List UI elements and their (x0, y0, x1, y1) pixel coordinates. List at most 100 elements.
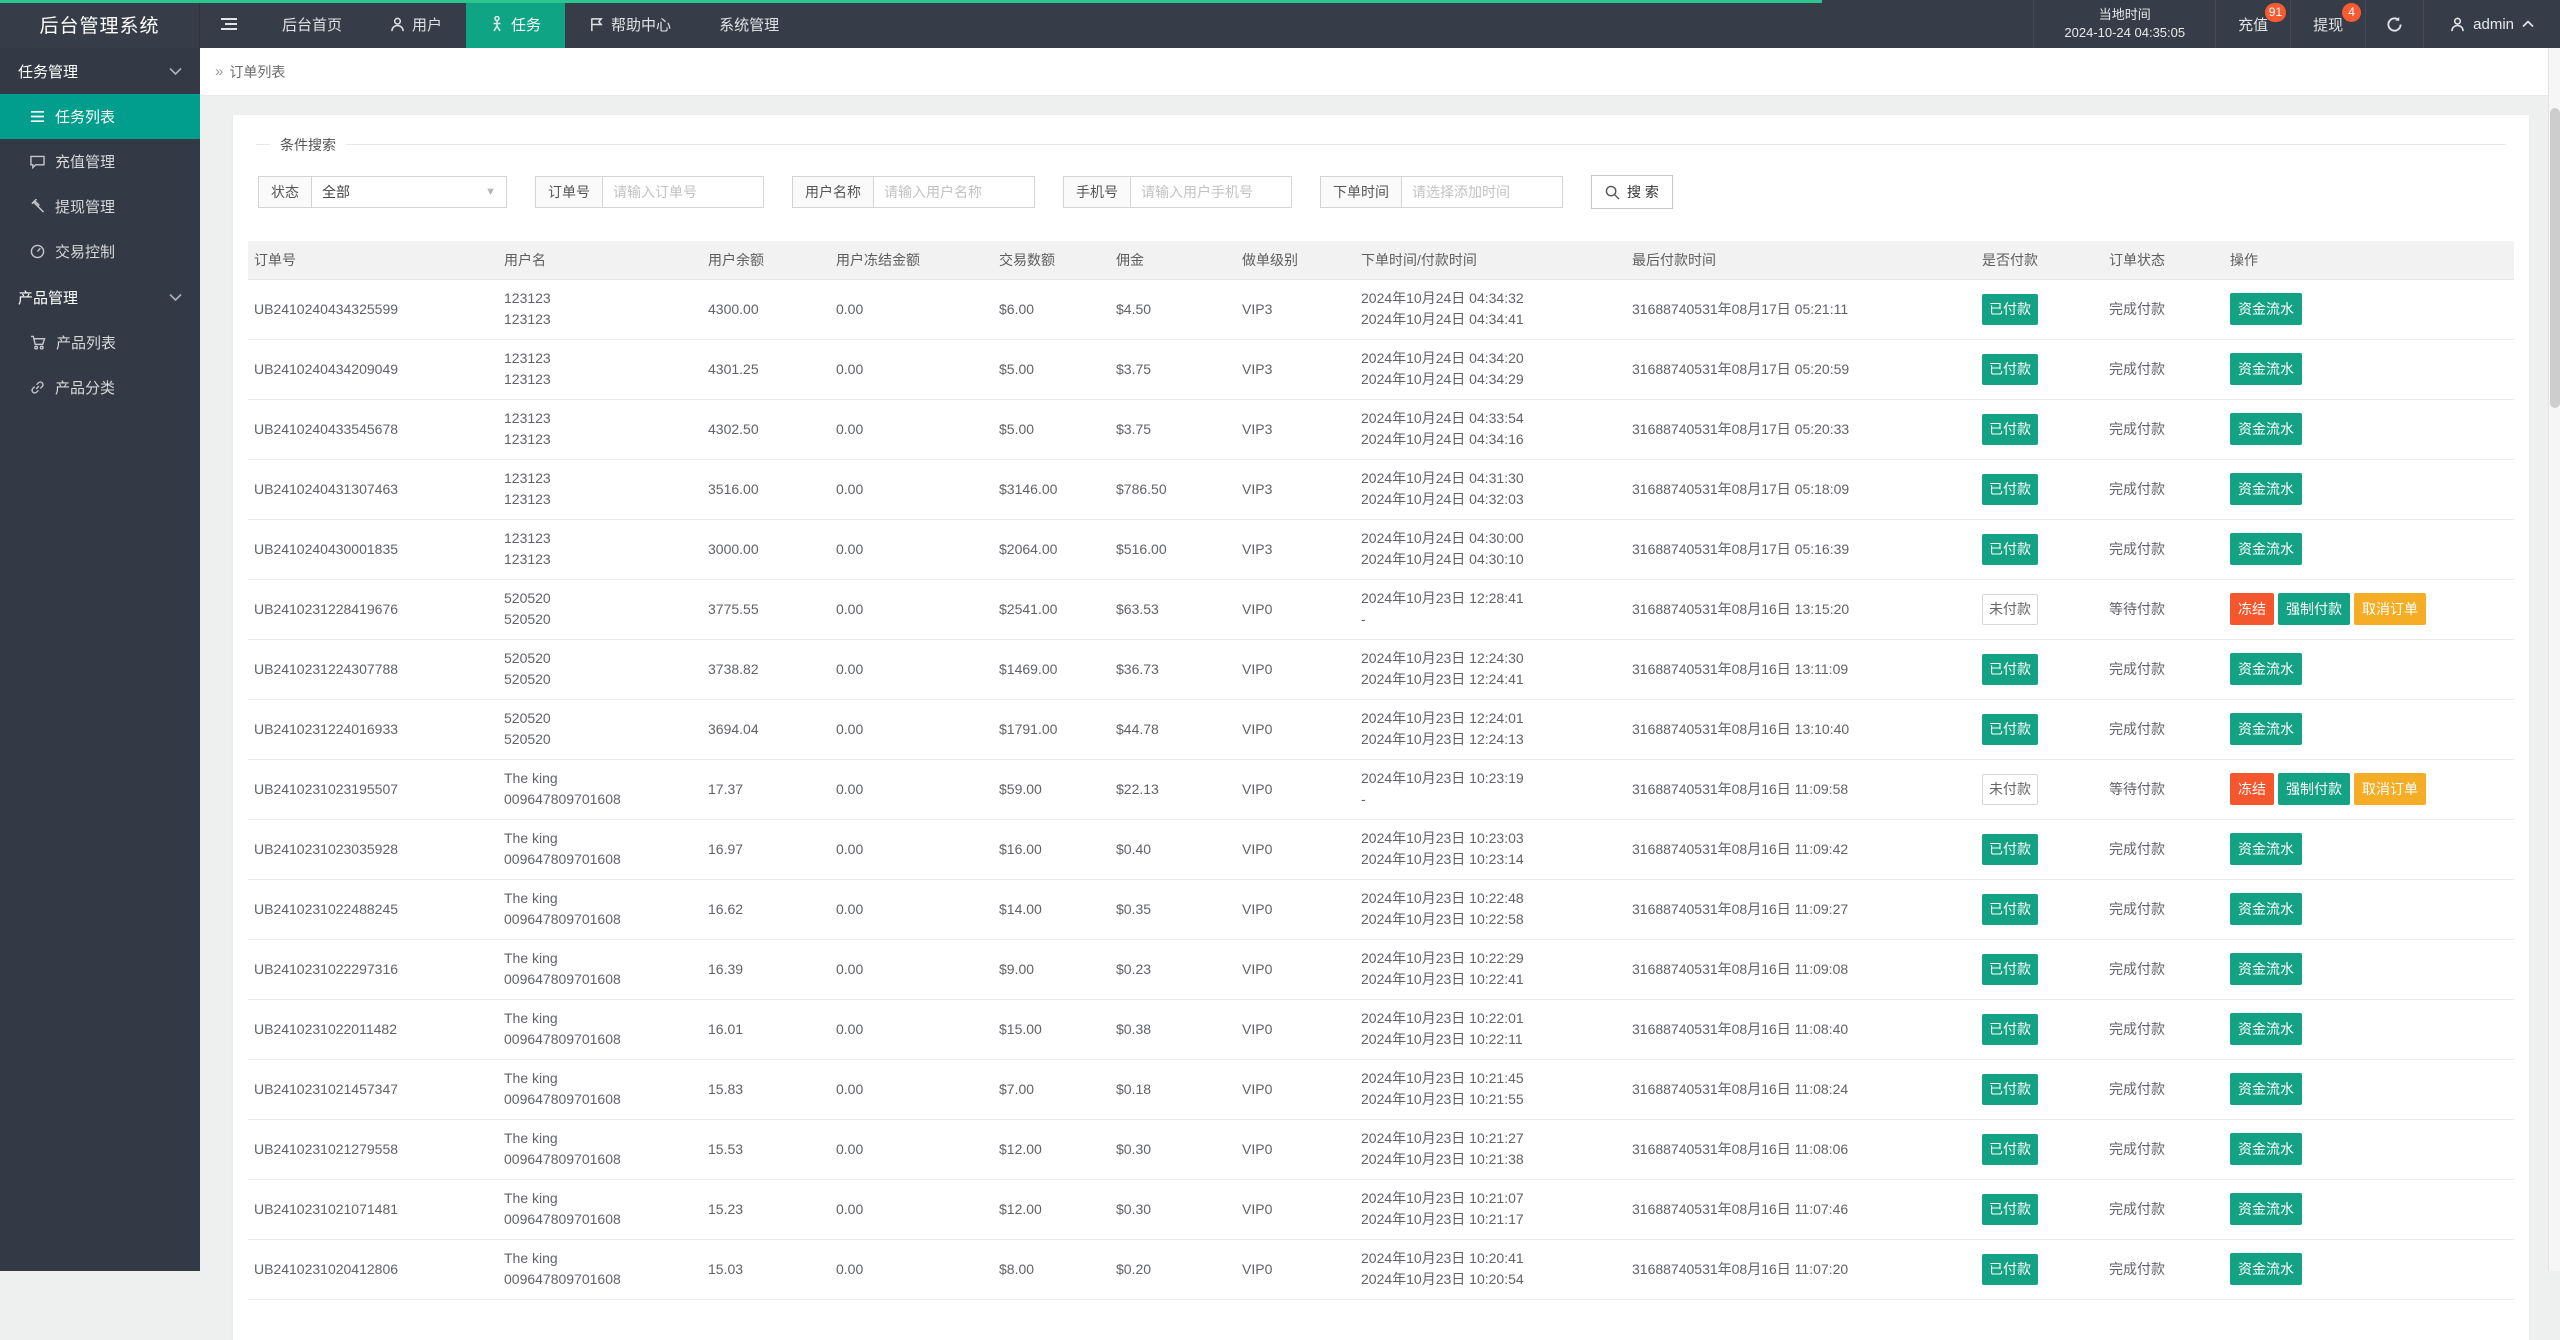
sidebar-item-product-category[interactable]: 产品分类 (0, 365, 200, 410)
paid-badge[interactable]: 已付款 (1982, 474, 2038, 505)
cell-amount: $2541.00 (993, 579, 1110, 639)
nav-item-tasks[interactable]: 任务 (466, 0, 565, 48)
sidebar-item-task-list[interactable]: 任务列表 (0, 94, 200, 139)
action-freeze-button[interactable]: 冻结 (2230, 593, 2274, 625)
cell-last-pay-time: 31688740531年08月16日 13:15:20 (1626, 579, 1976, 639)
col-amount: 交易数额 (993, 241, 1110, 279)
action-flow-button[interactable]: 资金流水 (2230, 1253, 2302, 1285)
paid-badge[interactable]: 已付款 (1982, 1074, 2038, 1105)
scrollbar-thumb[interactable] (2550, 108, 2560, 408)
sidebar-item-product-list[interactable]: 产品列表 (0, 320, 200, 365)
cell-level: VIP0 (1236, 1059, 1355, 1119)
cell-order-no: UB2410240434209049 (248, 339, 498, 399)
nav-item-system[interactable]: 系统管理 (695, 0, 803, 48)
phone-filter: 手机号 (1063, 176, 1292, 208)
search-button[interactable]: 搜 索 (1591, 175, 1673, 209)
col-paid: 是否付款 (1976, 241, 2103, 279)
cell-order-no: UB2410231023195507 (248, 759, 498, 819)
status-select[interactable]: 全部 ▼ (311, 176, 507, 208)
user-avatar-icon (2450, 17, 2465, 32)
cell-last-pay-time: 31688740531年08月17日 05:21:11 (1626, 279, 1976, 339)
paid-badge[interactable]: 已付款 (1982, 954, 2038, 985)
action-force-button[interactable]: 强制付款 (2278, 773, 2350, 805)
action-flow-button[interactable]: 资金流水 (2230, 353, 2302, 385)
nav-label: 任务 (511, 14, 541, 35)
action-flow-button[interactable]: 资金流水 (2230, 1013, 2302, 1045)
cell-last-pay-time: 31688740531年08月17日 05:20:33 (1626, 399, 1976, 459)
sidebar-item-recharge-management[interactable]: 充值管理 (0, 139, 200, 184)
paid-badge[interactable]: 已付款 (1982, 1254, 2038, 1285)
action-flow-button[interactable]: 资金流水 (2230, 893, 2302, 925)
action-flow-button[interactable]: 资金流水 (2230, 473, 2302, 505)
action-flow-button[interactable]: 资金流水 (2230, 713, 2302, 745)
nav-item-users[interactable]: 用户 (366, 0, 466, 48)
paid-badge[interactable]: 已付款 (1982, 534, 2038, 565)
action-flow-button[interactable]: 资金流水 (2230, 1133, 2302, 1165)
cell-paid: 已付款 (1976, 339, 2103, 399)
cell-status: 等待付款 (2103, 579, 2224, 639)
cell-level: VIP3 (1236, 279, 1355, 339)
action-flow-button[interactable]: 资金流水 (2230, 1073, 2302, 1105)
cell-commission: $0.20 (1110, 1239, 1236, 1299)
cell-frozen: 0.00 (830, 399, 993, 459)
action-freeze-button[interactable]: 冻结 (2230, 773, 2274, 805)
order-time-input[interactable] (1401, 176, 1563, 208)
sidebar-item-label: 产品分类 (55, 377, 115, 398)
paid-badge[interactable]: 已付款 (1982, 714, 2038, 745)
action-flow-button[interactable]: 资金流水 (2230, 833, 2302, 865)
sidebar-group-product-management[interactable]: 产品管理 (0, 274, 200, 320)
user-menu[interactable]: admin (2424, 0, 2560, 48)
paid-badge[interactable]: 已付款 (1982, 354, 2038, 385)
action-flow-button[interactable]: 资金流水 (2230, 533, 2302, 565)
action-flow-button[interactable]: 资金流水 (2230, 293, 2302, 325)
order-no-input[interactable] (602, 176, 764, 208)
sidebar-group-task-management[interactable]: 任务管理 (0, 48, 200, 94)
withdraw-link[interactable]: 提现 4 (2291, 0, 2366, 48)
action-flow-button[interactable]: 资金流水 (2230, 653, 2302, 685)
paid-badge[interactable]: 已付款 (1982, 1014, 2038, 1045)
action-flow-button[interactable]: 资金流水 (2230, 1193, 2302, 1225)
sidebar-collapse-icon[interactable] (200, 0, 258, 48)
sidebar-item-trade-control[interactable]: 交易控制 (0, 229, 200, 274)
col-order-no: 订单号 (248, 241, 498, 279)
cell-balance: 16.39 (702, 939, 830, 999)
cell-level: VIP3 (1236, 339, 1355, 399)
col-balance: 用户余额 (702, 241, 830, 279)
recharge-link[interactable]: 充值 91 (2216, 0, 2291, 48)
refresh-icon[interactable] (2366, 0, 2424, 48)
paid-badge[interactable]: 已付款 (1982, 894, 2038, 925)
action-force-button[interactable]: 强制付款 (2278, 593, 2350, 625)
action-cancel-button[interactable]: 取消订单 (2354, 593, 2426, 625)
recharge-label: 充值 (2238, 14, 2268, 35)
user-name-input[interactable] (873, 176, 1035, 208)
paid-badge[interactable]: 已付款 (1982, 1194, 2038, 1225)
cell-last-pay-time: 31688740531年08月16日 11:07:46 (1626, 1179, 1976, 1239)
cell-paid: 未付款 (1976, 759, 2103, 819)
nav-item-home[interactable]: 后台首页 (258, 0, 366, 48)
paid-badge[interactable]: 未付款 (1982, 594, 2038, 625)
order-no-label: 订单号 (535, 176, 602, 208)
action-flow-button[interactable]: 资金流水 (2230, 953, 2302, 985)
sidebar-item-withdraw-management[interactable]: 提现管理 (0, 184, 200, 229)
action-cancel-button[interactable]: 取消订单 (2354, 773, 2426, 805)
action-flow-button[interactable]: 资金流水 (2230, 413, 2302, 445)
phone-label: 手机号 (1063, 176, 1130, 208)
paid-badge[interactable]: 已付款 (1982, 1134, 2038, 1165)
paid-badge[interactable]: 未付款 (1982, 774, 2038, 805)
paid-badge[interactable]: 已付款 (1982, 834, 2038, 865)
cell-level: VIP0 (1236, 579, 1355, 639)
nav-item-help-center[interactable]: 帮助中心 (565, 0, 695, 48)
phone-input[interactable] (1130, 176, 1292, 208)
paid-badge[interactable]: 已付款 (1982, 294, 2038, 325)
paid-badge[interactable]: 已付款 (1982, 414, 2038, 445)
paid-badge[interactable]: 已付款 (1982, 654, 2038, 685)
